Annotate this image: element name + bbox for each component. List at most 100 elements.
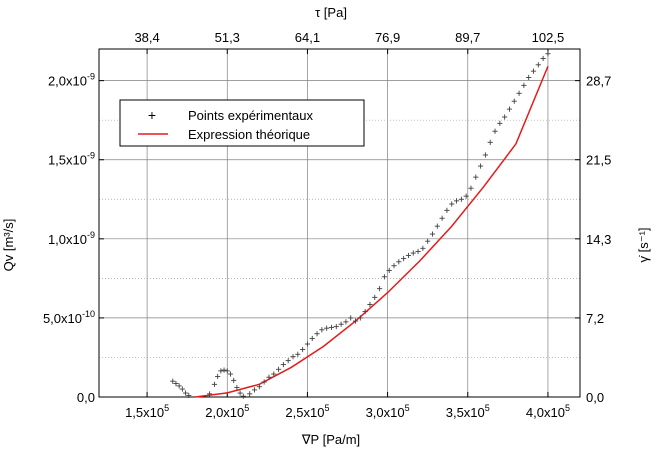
data-point — [256, 384, 262, 390]
data-point — [224, 368, 230, 374]
right-tick-label: 28,7 — [586, 74, 611, 89]
right-tick-label: 21,5 — [586, 153, 611, 168]
data-point — [207, 391, 213, 397]
ticks: 1,5x105 2,0x105 2,5x105 3,0x105 3,5x105 4,0x1… — [43, 30, 611, 420]
data-point — [176, 383, 182, 389]
right-axis-label: γ̇ [s⁻¹] — [636, 227, 651, 262]
data-point — [179, 386, 185, 392]
theory-curve — [195, 66, 549, 398]
data-point — [218, 368, 224, 374]
series-exp — [170, 51, 551, 399]
data-point — [333, 324, 339, 330]
data-point — [526, 74, 532, 81]
x-axis-label: ∇P [Pa/m] — [301, 432, 360, 447]
data-point — [173, 380, 179, 387]
y-tick-label: 0,0 — [77, 390, 95, 405]
data-point — [328, 324, 335, 330]
legend-label-theory: Expression théorique — [188, 127, 310, 142]
x-tick-label: 4,0x105 — [526, 403, 570, 420]
data-point — [234, 384, 240, 391]
x-tick-label: 3,0x105 — [366, 403, 410, 420]
data-point — [530, 68, 537, 74]
legend-box — [119, 99, 365, 147]
data-point — [540, 55, 546, 62]
data-point — [376, 286, 383, 292]
data-point — [352, 318, 359, 324]
data-point — [314, 331, 320, 337]
data-point — [300, 346, 306, 353]
data-point — [372, 294, 378, 300]
data-point — [319, 327, 325, 333]
data-point — [458, 196, 464, 202]
data-point — [497, 120, 503, 126]
data-point — [401, 255, 407, 262]
data-point — [535, 62, 541, 68]
top-tick-label: 64,1 — [295, 30, 320, 45]
data-point — [444, 207, 450, 213]
right-tick-label: 0,0 — [586, 390, 604, 405]
top-tick-label: 76,9 — [375, 30, 400, 45]
data-point — [386, 267, 392, 274]
right-tick-label: 7,2 — [586, 311, 604, 326]
data-point — [240, 393, 246, 399]
data-point — [391, 263, 397, 269]
data-point — [362, 308, 368, 315]
data-point — [420, 245, 426, 251]
data-point — [295, 351, 301, 357]
data-point — [338, 321, 344, 327]
y-tick-label: 5,0x10-10 — [43, 309, 95, 326]
data-point — [516, 90, 522, 96]
data-point — [227, 371, 234, 377]
data-point — [439, 215, 445, 221]
data-point — [449, 201, 455, 207]
data-point — [425, 238, 431, 244]
data-point — [367, 301, 373, 308]
data-point — [506, 106, 513, 112]
x-tick-label: 1,5x105 — [125, 403, 169, 420]
data-point — [468, 185, 474, 191]
top-tick-label: 89,7 — [455, 30, 480, 45]
data-point — [271, 371, 277, 377]
data-point — [521, 82, 527, 88]
data-point — [231, 377, 237, 383]
data-point — [215, 373, 221, 380]
data-point — [290, 354, 296, 360]
data-point — [477, 163, 484, 169]
data-point — [410, 250, 416, 256]
data-point — [266, 374, 272, 380]
right-tick-label: 14,3 — [586, 232, 611, 247]
data-point — [343, 319, 349, 325]
y-tick-label: 2,0x10-9 — [48, 72, 95, 89]
data-point — [434, 223, 440, 229]
data-point — [502, 114, 508, 120]
data-point — [487, 139, 493, 145]
data-point — [429, 231, 436, 237]
data-point — [182, 390, 189, 396]
data-point — [473, 174, 479, 180]
data-point — [324, 325, 330, 331]
top-tick-label: 51,3 — [215, 30, 240, 45]
top-tick-label: 102,5 — [532, 30, 565, 45]
x-tick-label: 2,0x105 — [205, 403, 249, 420]
data-point — [511, 98, 517, 104]
data-point — [221, 367, 227, 373]
data-point — [251, 387, 258, 393]
y-tick-label: 1,5x10-9 — [48, 151, 95, 168]
data-point — [381, 274, 387, 280]
data-point — [186, 392, 192, 399]
series-theory — [195, 66, 549, 398]
plot-frame — [98, 48, 581, 398]
legend-label-exp: Points expérimentaux — [188, 108, 314, 123]
data-point — [492, 128, 498, 134]
data-point — [357, 315, 363, 321]
y-tick-label: 1,0x10-9 — [48, 230, 95, 247]
data-point — [405, 252, 412, 259]
x-tick-label: 2,5x105 — [285, 403, 329, 420]
data-point — [247, 391, 253, 397]
legend: + Points expérimentaux Expression théori… — [119, 99, 365, 147]
data-point — [170, 378, 176, 384]
data-point — [309, 335, 315, 342]
data-point — [415, 248, 421, 255]
data-point — [396, 259, 402, 265]
